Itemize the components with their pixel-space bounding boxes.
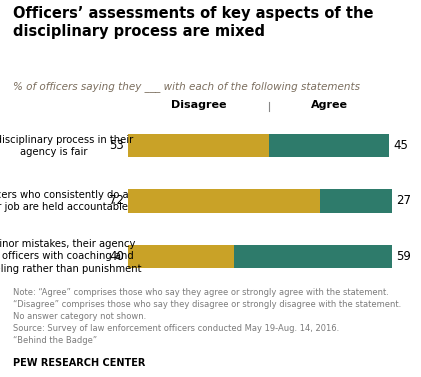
Text: 45: 45 [393,139,408,152]
Text: PEW RESEARCH CENTER: PEW RESEARCH CENTER [13,357,145,368]
Bar [128,245,234,268]
Text: Officers’ assessments of key aspects of the
disciplinary process are mixed: Officers’ assessments of key aspects of … [13,6,373,39]
Text: Note: “Agree” comprises those who say they agree or strongly agree with the stat: Note: “Agree” comprises those who say th… [13,288,401,345]
Text: The disciplinary process in their
agency is fair: The disciplinary process in their agency… [0,135,133,157]
Bar [269,134,389,157]
Text: For minor mistakes, their agency
helps officers with coaching and
counseling rat: For minor mistakes, their agency helps o… [0,239,141,274]
Text: Agree: Agree [311,100,348,110]
Text: 53: 53 [109,139,124,152]
Text: 27: 27 [396,195,411,207]
Text: Officers who consistently do a
poor job are held accountable: Officers who consistently do a poor job … [0,190,128,212]
Text: % of officers saying they ___ with each of the following statements: % of officers saying they ___ with each … [13,81,360,92]
Bar [320,189,392,213]
Text: Disagree: Disagree [171,100,226,110]
Bar [234,245,392,268]
Text: 40: 40 [109,250,124,263]
Text: 72: 72 [109,195,124,207]
Bar [128,134,269,157]
Text: 59: 59 [396,250,410,263]
Bar [128,189,320,213]
